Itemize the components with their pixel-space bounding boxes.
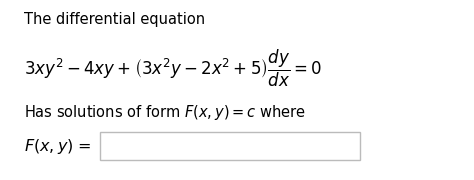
Text: $F(x, y)$ =: $F(x, y)$ = xyxy=(24,136,91,156)
Text: The differential equation: The differential equation xyxy=(24,12,205,27)
Text: Has solutions of form $F(x, y) = c$ where: Has solutions of form $F(x, y) = c$ wher… xyxy=(24,102,306,122)
Text: $3xy^2 - 4xy + \left(3x^2y - 2x^2 + 5\right)\dfrac{dy}{dx} = 0$: $3xy^2 - 4xy + \left(3x^2y - 2x^2 + 5\ri… xyxy=(24,47,322,89)
Bar xyxy=(100,132,360,160)
